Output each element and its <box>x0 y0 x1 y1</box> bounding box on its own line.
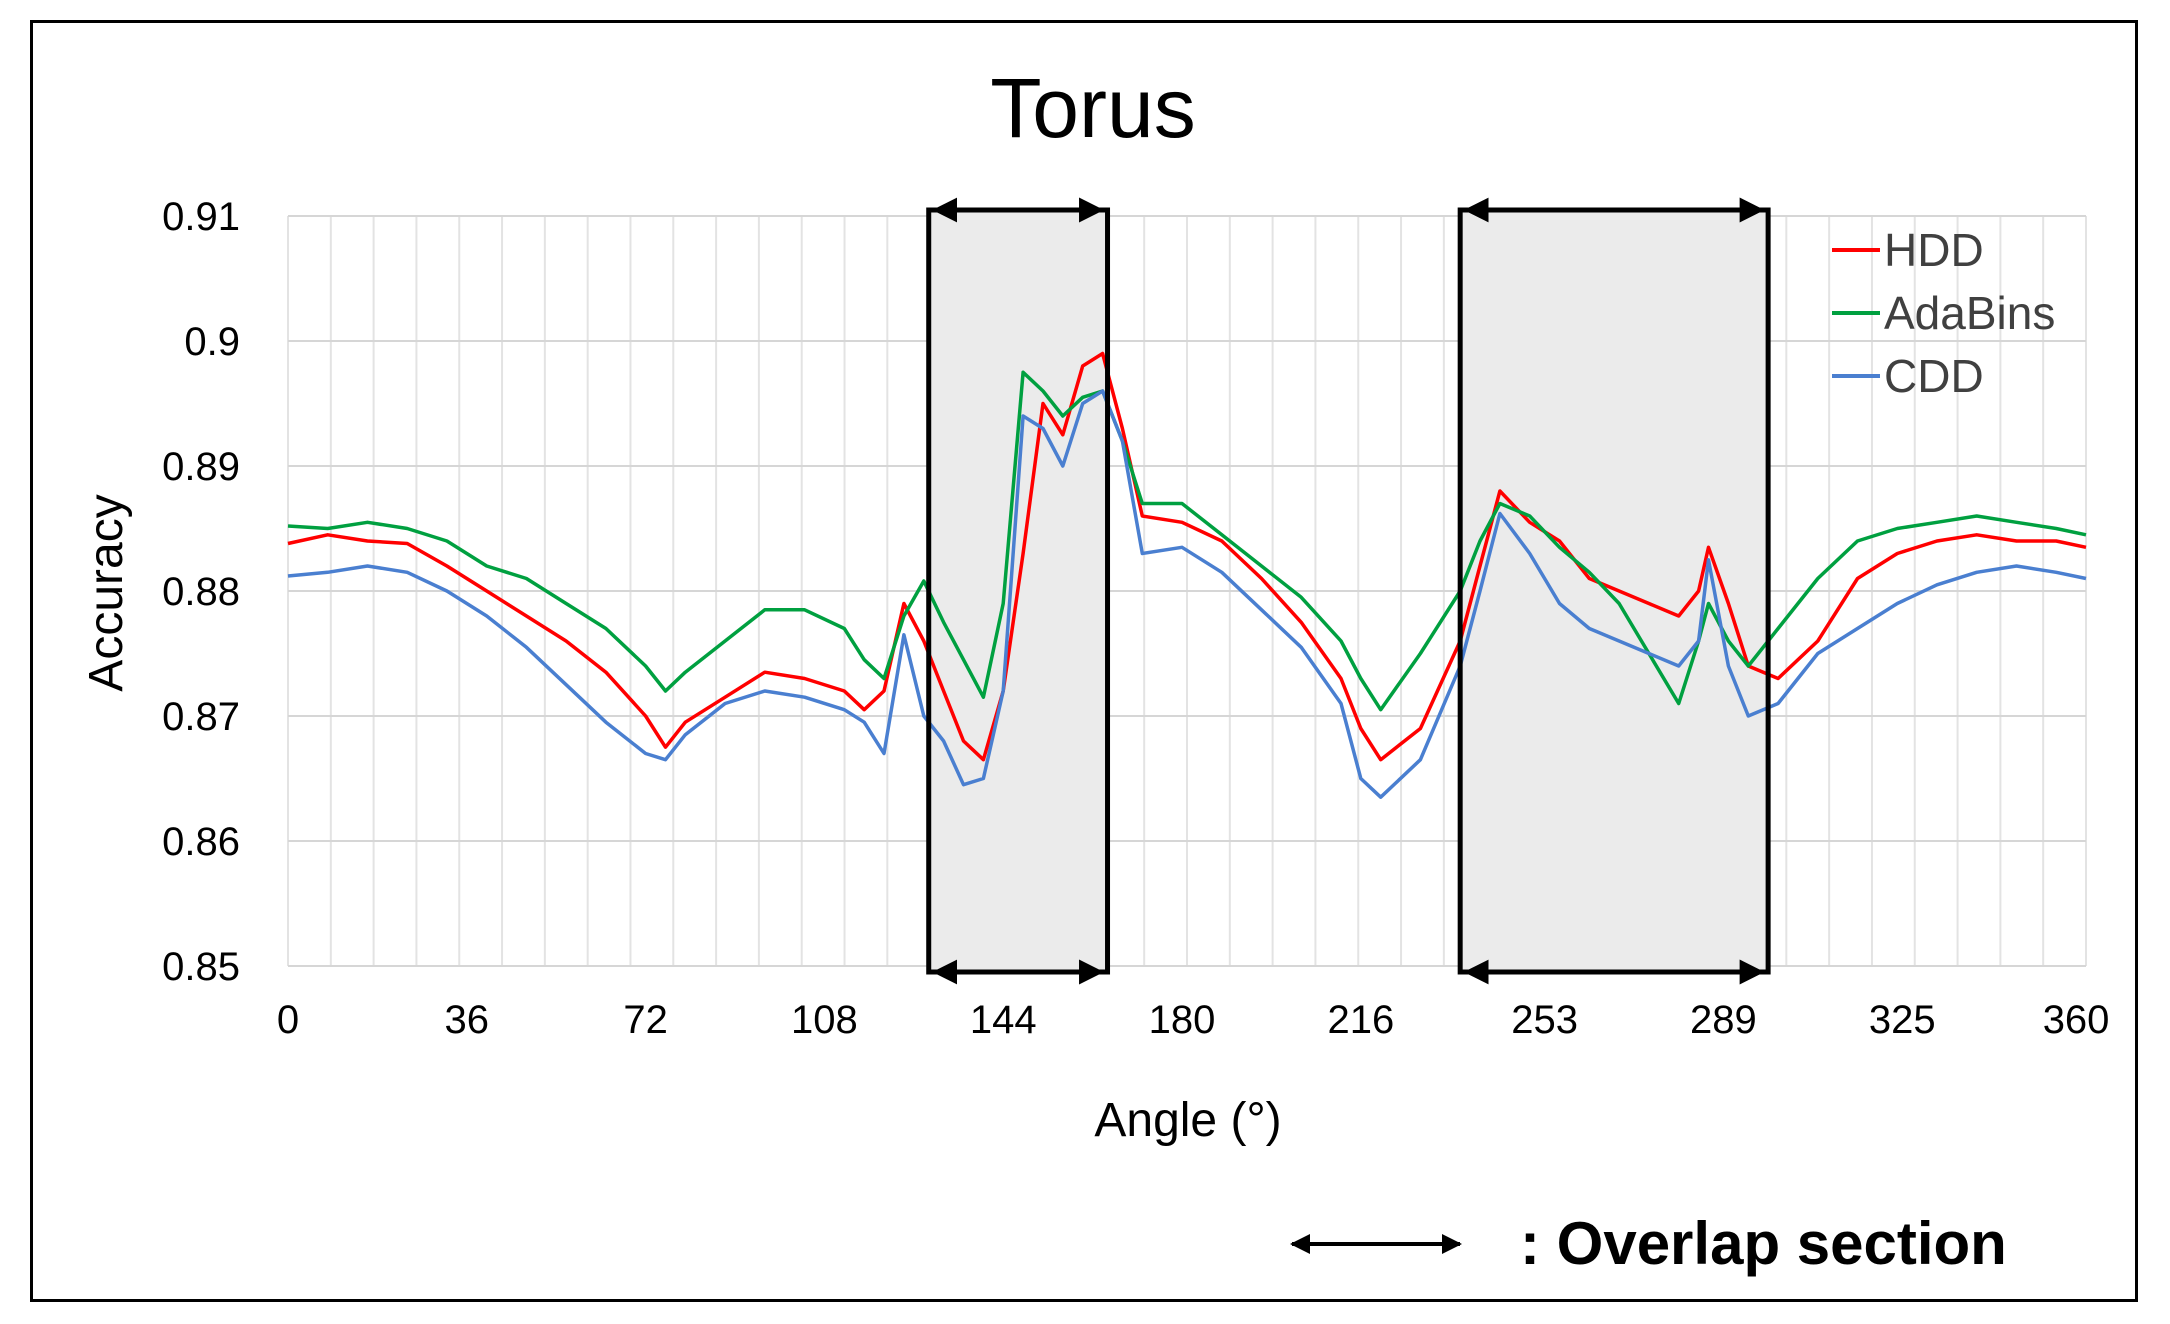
y-tick-label: 0.89 <box>162 445 240 489</box>
y-axis-title: Accuracy <box>80 494 133 691</box>
chart-title: Torus <box>990 61 1195 155</box>
overlap-annotation: : Overlap section <box>1290 1210 2007 1277</box>
x-tick-label: 216 <box>1327 998 1394 1042</box>
legend-label-hdd: HDD <box>1884 224 1984 276</box>
x-tick-label: 253 <box>1511 998 1578 1042</box>
x-tick-label: 72 <box>623 998 668 1042</box>
legend: HDD AdaBins CDD <box>1832 224 2055 402</box>
y-tick-label: 0.85 <box>162 945 240 989</box>
overlap-borders <box>926 197 1771 985</box>
overlap-shading <box>928 210 1769 972</box>
y-tick-label: 0.87 <box>162 695 240 739</box>
x-tick-label: 289 <box>1690 998 1757 1042</box>
x-tick-label: 144 <box>970 998 1037 1042</box>
x-tick-label: 36 <box>445 998 490 1042</box>
x-tick-label: 325 <box>1869 998 1936 1042</box>
series-line-cdd <box>287 389 2087 799</box>
x-tick-label: 108 <box>791 998 858 1042</box>
legend-label-adabins: AdaBins <box>1884 287 2055 339</box>
x-tick-label: 0 <box>277 998 299 1042</box>
x-tick-labels: 0 36 72 108 144 180 216 253 289 325 360 <box>277 998 2110 1042</box>
y-tick-label: 0.88 <box>162 570 240 614</box>
series-line-hdd <box>287 351 2087 762</box>
y-tick-label: 0.9 <box>184 320 240 364</box>
x-tick-label: 180 <box>1149 998 1216 1042</box>
legend-label-cdd: CDD <box>1884 350 1984 402</box>
series-lines <box>287 351 2087 799</box>
y-tick-labels: 0.85 0.86 0.87 0.88 0.89 0.9 0.91 <box>162 195 240 989</box>
series-line-adabins <box>287 370 2087 712</box>
overlap-region <box>1460 210 1769 972</box>
x-tick-label: 360 <box>2043 998 2110 1042</box>
overlap-annotation-text: : Overlap section <box>1520 1210 2007 1277</box>
y-tick-label: 0.91 <box>162 195 240 239</box>
x-axis-title: Angle (°) <box>1094 1094 1281 1147</box>
y-tick-label: 0.86 <box>162 820 240 864</box>
grid <box>287 215 2087 967</box>
